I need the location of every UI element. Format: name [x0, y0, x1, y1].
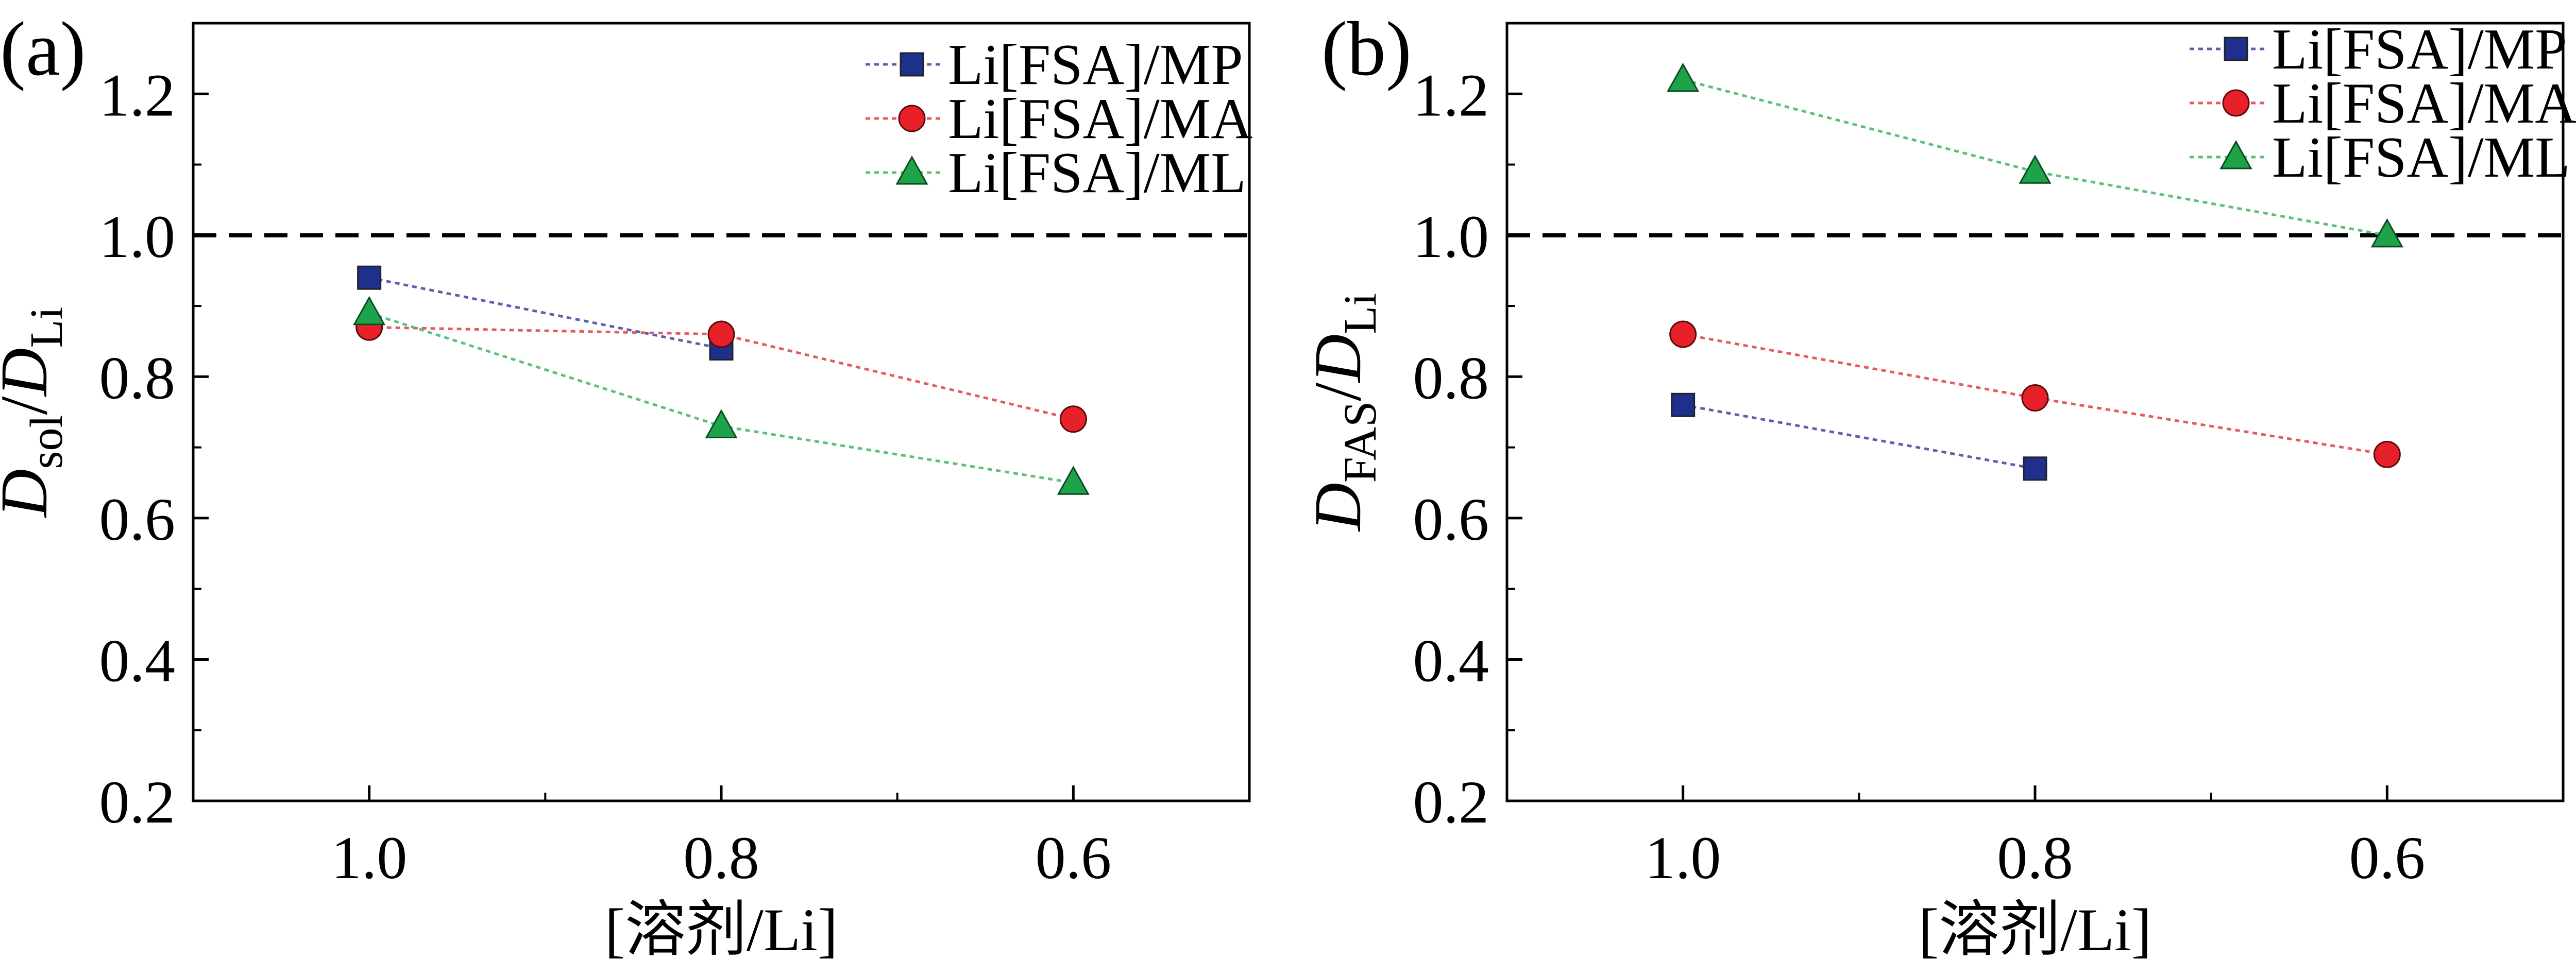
data-point [2370, 218, 2403, 248]
legend-label: Li[FSA]/ML [2272, 126, 2570, 190]
panel-label: (a) [0, 6, 86, 92]
x-tick-label: 0.8 [683, 824, 759, 892]
legend-label: Li[FSA]/MA [948, 87, 1252, 151]
series-line [369, 276, 722, 350]
y-axis-label-ylabel-main2: D [1301, 334, 1375, 384]
y-tick-label: 0.8 [99, 344, 176, 412]
legend-marker [900, 52, 924, 77]
legend-marker [895, 155, 928, 185]
data-point [2021, 384, 2049, 412]
y-tick-label: 0.6 [99, 486, 176, 553]
x-tick-label: 0.8 [1997, 824, 2073, 892]
legend-marker [2224, 37, 2248, 61]
legend-label: Li[FSA]/MA [2272, 72, 2576, 135]
chart-panel-a: (a) 0.2 0.4 0.6 0.8 1.0 1.2 1.0 0.8 0.6 [溶剂/Li] Dso… [0, 6, 1252, 959]
series-ml [1667, 62, 2403, 248]
y-tick-label: 0.8 [1413, 344, 1489, 412]
y-tick-label: 0.2 [1413, 768, 1489, 836]
y-axis-label-ylabel-sub: FAS [1335, 401, 1386, 483]
y-axis-label-ylabel-sep: / [1301, 382, 1375, 401]
y-tick-label: 1.0 [99, 203, 176, 270]
legend-marker [2222, 89, 2250, 117]
y-axis-label-ylabel-main: D [1301, 483, 1375, 532]
data-point [705, 409, 738, 438]
y-tick-label: 1.0 [1413, 203, 1489, 270]
data-point [707, 320, 735, 348]
series-line [1683, 403, 2036, 470]
legend-label: Li[FSA]/ML [948, 141, 1246, 205]
series-ml [353, 296, 1090, 495]
y-tick-label: 0.6 [1413, 486, 1489, 553]
y-tick-label: 1.2 [1413, 61, 1489, 129]
y-axis-label: Dsol/DLi [0, 307, 72, 519]
x-tick-label: 1.0 [1645, 824, 1721, 892]
x-tick-label: 0.6 [1036, 824, 1112, 892]
y-axis-label-ylabel-main: D [0, 469, 61, 519]
series-mp [1671, 392, 2047, 481]
y-axis-label-ylabel-sub2: Li [21, 307, 72, 348]
y-tick-label: 1.2 [99, 61, 176, 129]
legend-label: Li[FSA]/MP [948, 33, 1243, 97]
legend-marker [2219, 140, 2252, 169]
data-point [2023, 456, 2047, 481]
series-mp [357, 265, 734, 361]
data-point [353, 296, 386, 326]
data-point [1057, 466, 1090, 495]
x-tick-label: 0.6 [2349, 824, 2426, 892]
x-axis-label: [溶剂/Li] [1919, 896, 2151, 959]
y-axis-label-ylabel-sub: sol [21, 415, 72, 469]
series-ma [1669, 320, 2401, 468]
legend-label: Li[FSA]/MP [2272, 18, 2567, 81]
y-tick-label: 0.4 [1413, 627, 1489, 694]
data-point [2373, 440, 2401, 468]
x-tick-label: 1.0 [331, 824, 408, 892]
x-axis-label: [溶剂/Li] [605, 896, 838, 959]
data-point [1059, 405, 1087, 433]
data-point [1667, 62, 1700, 92]
y-axis-label-ylabel-sub2: Li [1335, 293, 1386, 334]
legend-marker [898, 105, 926, 132]
data-point [1671, 392, 1696, 417]
chart-panel-b: (b)0.20.40.60.81.01.21.0 0.8 0.6[溶剂/Li]DFA… [1301, 6, 2576, 959]
y-tick-label: 0.4 [99, 627, 176, 694]
series-ma [355, 313, 1087, 433]
data-point [357, 265, 382, 290]
y-axis-label: DFAS/DLi [1301, 293, 1386, 532]
data-point [2019, 155, 2052, 184]
y-axis-label-ylabel-main2: D [0, 348, 61, 398]
y-axis-label-ylabel-sep: / [0, 396, 61, 415]
y-tick-label: 0.2 [99, 768, 176, 836]
data-point [1669, 320, 1697, 348]
panel-label: (b) [1321, 6, 1412, 92]
